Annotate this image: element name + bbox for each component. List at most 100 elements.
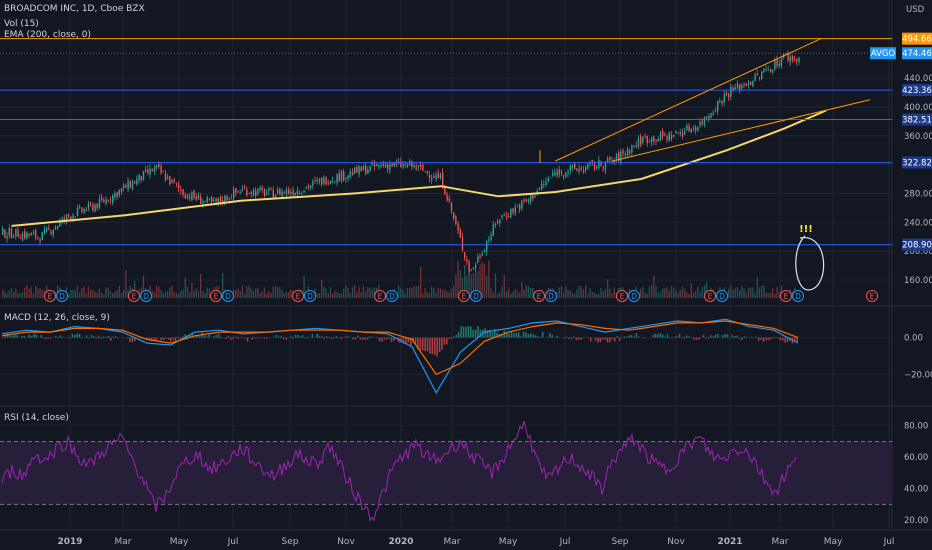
volume-bar [697,286,699,298]
volume-bar [74,289,76,298]
volume-bar [415,286,417,298]
candle-body [426,171,428,174]
candle-body [8,228,10,236]
volume-label[interactable]: Vol (15) [4,19,39,29]
candle-body [6,236,8,239]
candle-body [503,215,505,216]
macd-histogram-bar [537,336,539,338]
candle-body [448,198,450,201]
candle-body [532,194,534,199]
volume-bar [184,277,186,298]
macd-histogram-bar [292,337,294,339]
candle-body [464,252,466,258]
macd-histogram-bar [57,336,59,338]
volume-bar [204,292,206,298]
candle-body [791,55,794,60]
macd-histogram-bar [611,337,614,340]
macd-histogram-bar [100,337,102,339]
macd-histogram-bar [549,332,551,338]
macd-histogram-bar [734,336,736,338]
macd-histogram-bar [244,337,246,339]
macd-histogram-bar [45,337,47,340]
dividend-marker [386,290,398,302]
candle-body [327,183,329,185]
candle-body [241,188,244,191]
macd-histogram-bar [148,337,150,340]
macd-histogram-bar [234,336,237,338]
macd-histogram-bar [69,337,71,339]
candle-body [626,148,629,156]
volume-bar [596,293,598,298]
candle-body [239,192,241,194]
volume-bar [706,281,708,298]
candle-body [468,261,470,272]
candle-body [514,207,516,213]
symbol-title[interactable]: BROADCOM INC, 1D, Cboe BZX [4,4,145,14]
macd-histogram-bar [114,336,117,338]
volume-bar [662,288,664,298]
macd-histogram-bar [352,337,354,340]
rsi-label[interactable]: RSI (14, close) [4,413,69,423]
candle-body [714,111,717,113]
macd-histogram-bar [486,330,489,338]
dividend-marker-label: D [389,292,395,301]
volume-bar [30,287,32,298]
candle-body [794,58,796,60]
volume-bar [250,288,252,298]
macd-label[interactable]: MACD (12, 26, close, 9) [4,313,110,323]
candle-body [466,259,468,262]
macd-histogram-bar [489,329,491,338]
macd-histogram-bar [294,334,297,338]
volume-bar [158,286,160,298]
candle-body [505,215,508,218]
candle-body [83,208,85,213]
macd-histogram-bar [774,337,777,338]
candle-body [479,255,481,258]
candle-body [191,192,193,201]
macd-histogram-bar [105,337,107,338]
volume-bar [160,290,162,298]
volume-bar [481,261,483,298]
candle-body [354,167,356,174]
candle-body [248,193,250,195]
volume-bar [373,287,376,298]
macd-histogram-bar [743,336,746,338]
ema-label[interactable]: EMA (200, close, 0) [4,30,92,40]
candle-body [94,205,96,212]
candle-body [798,57,800,62]
candle-body [521,200,523,209]
candle-body [158,163,160,167]
macd-histogram-bar [594,337,597,341]
candle-body [246,189,248,196]
volume-bar [114,291,116,298]
volume-bar [653,275,655,298]
volume-bar [505,291,508,298]
macd-histogram-bar [618,337,621,341]
macd-histogram-bar [9,335,11,338]
macd-histogram-bar [746,336,748,338]
macd-histogram-bar [167,337,170,340]
candle-body [43,229,46,234]
volume-bar [6,293,8,298]
macd-histogram-bar [736,335,738,338]
macd-histogram-bar [443,337,446,345]
candle-body [314,179,316,181]
earnings-marker [780,290,792,302]
candle-body [620,151,622,163]
volume-bar [28,289,30,298]
volume-bar [571,292,574,298]
candle-body [389,164,391,171]
candle-body [750,82,752,85]
macd-histogram-bar [448,337,450,340]
candle-body [450,202,453,211]
volume-bar [400,288,402,298]
macd-histogram-bar [441,337,443,350]
volume-bar [459,269,461,298]
volume-bar [409,287,411,298]
candle-body [736,83,739,89]
candle-body [173,180,175,183]
macd-histogram-bar [438,337,441,353]
volume-bar [101,293,103,298]
volume-bar [752,287,754,298]
